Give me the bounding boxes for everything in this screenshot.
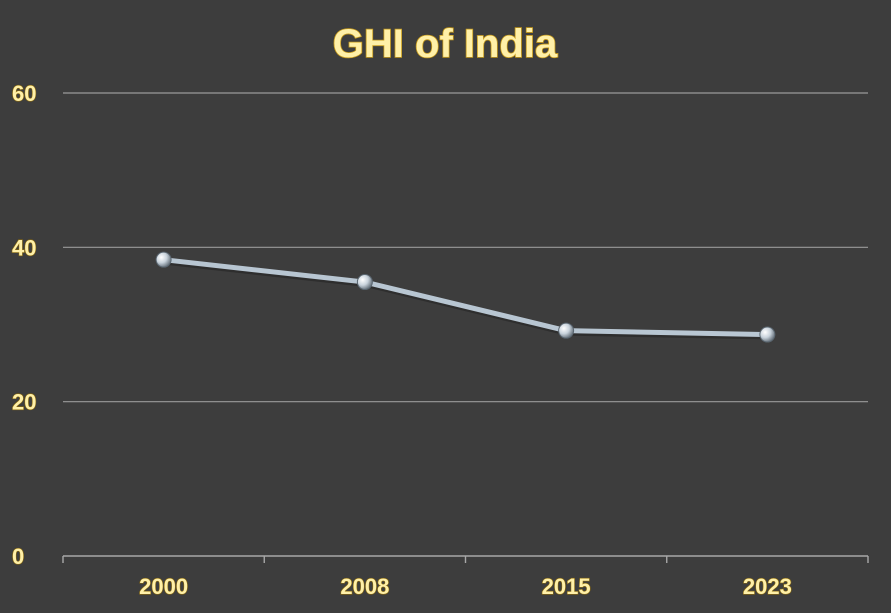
x-axis <box>62 555 869 563</box>
gridlines <box>63 92 868 403</box>
x-axis-labels: 2000 2008 2015 2023 <box>139 573 793 599</box>
chart-title: GHI of India <box>333 22 558 66</box>
data-point <box>558 322 575 339</box>
x-tick-label: 2008 <box>340 574 389 599</box>
series-line-shadow <box>161 258 772 340</box>
data-point <box>759 326 776 343</box>
x-tick-label: 2023 <box>743 574 792 599</box>
y-tick-label: 0 <box>12 544 24 569</box>
x-tick-label: 2015 <box>542 574 591 599</box>
series-line <box>161 257 770 338</box>
data-point <box>356 274 373 291</box>
x-tick-label: 2000 <box>139 574 188 599</box>
y-axis: 0 20 40 60 <box>11 80 37 569</box>
data-markers <box>155 251 776 343</box>
data-point <box>155 251 172 268</box>
series <box>161 257 772 340</box>
y-tick-label: 60 <box>12 81 36 106</box>
y-tick-label: 40 <box>12 235 36 260</box>
y-tick-label: 20 <box>12 390 36 415</box>
